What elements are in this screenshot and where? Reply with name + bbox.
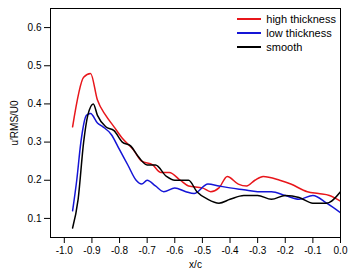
svg-text:-0.3: -0.3 [249, 245, 267, 256]
svg-text:-0.9: -0.9 [83, 245, 101, 256]
svg-text:-0.8: -0.8 [111, 245, 129, 256]
svg-text:-0.2: -0.2 [277, 245, 295, 256]
html-text:low thickness: low thickness [266, 27, 332, 39]
svg-text:-0.5: -0.5 [194, 245, 212, 256]
svg-text:u′RMS/U0: u′RMS/U0 [9, 100, 20, 146]
svg-text:0.2: 0.2 [28, 174, 42, 185]
html-text:smooth: smooth [266, 41, 303, 53]
svg-text:-1.0: -1.0 [56, 245, 74, 256]
svg-text:-0.1: -0.1 [304, 245, 322, 256]
svg-text:0.0: 0.0 [334, 245, 348, 256]
svg-text:-0.4: -0.4 [221, 245, 239, 256]
svg-text:x/c: x/c [189, 259, 202, 270]
svg-text:0.1: 0.1 [28, 213, 42, 224]
svg-text:-0.7: -0.7 [139, 245, 157, 256]
svg-text:0.4: 0.4 [28, 98, 42, 109]
svg-text:-0.6: -0.6 [166, 245, 184, 256]
svg-text:0.3: 0.3 [28, 136, 42, 147]
svg-text:0.5: 0.5 [28, 60, 42, 71]
svg-text:0.6: 0.6 [28, 22, 42, 33]
html-text:high thickness: high thickness [266, 13, 336, 25]
